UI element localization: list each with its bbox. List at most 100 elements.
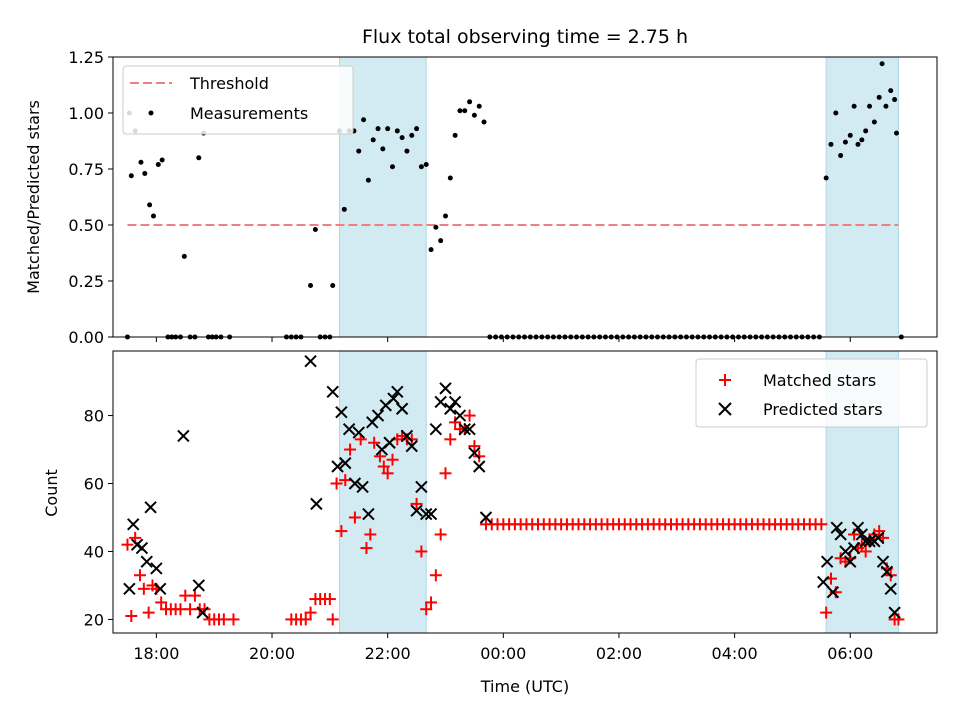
count-y-tick-label: 60: [84, 475, 104, 494]
predicted-stars-point: [127, 518, 140, 531]
ratio-shaded-interval: [825, 56, 899, 338]
measurement-point: [847, 132, 853, 138]
matched-stars-point: [323, 593, 336, 606]
measurement-point: [467, 99, 473, 105]
ratio-shaded-interval: [338, 56, 427, 338]
measurement-point: [894, 130, 900, 136]
predicted-stars-point: [391, 385, 404, 398]
predicted-stars-point: [135, 541, 149, 555]
measurement-point: [863, 128, 869, 134]
predicted-stars-point: [410, 504, 423, 517]
measurement-point: [370, 137, 376, 143]
matched-stars-point: [344, 443, 357, 456]
measurement-point: [409, 132, 415, 138]
matched-stars-point: [348, 511, 361, 524]
predicted-stars-point: [331, 460, 344, 473]
matched-stars-point: [133, 569, 146, 582]
legend-matched-swatch: [719, 374, 731, 386]
predicted-stars-point: [348, 477, 362, 490]
predicted-stars-point: [839, 545, 852, 558]
chart-title: Flux total observing time = 2.75 h: [362, 26, 688, 48]
matched-stars-point: [405, 433, 418, 446]
predicted-stars-point: [463, 422, 476, 436]
ratio-y-axis-label: Matched/Predicted stars: [24, 100, 43, 294]
ratio-panel: 0.00 0.25 0.50 0.75 1.00 1.25 Matched/Predict…: [24, 48, 938, 347]
measurement-point: [418, 164, 424, 170]
measurement-point: [159, 157, 165, 163]
count-y-tick-label: 20: [84, 610, 104, 629]
count-plot-frame: [112, 350, 938, 634]
matched-stars-point: [439, 467, 452, 480]
matched-stars-point: [121, 538, 134, 551]
measurement-point: [423, 162, 429, 168]
predicted-stars-point: [415, 480, 428, 494]
predicted-stars-point: [123, 582, 136, 596]
measurement-point: [138, 159, 144, 165]
measurement-point: [833, 110, 839, 116]
measurement-point: [481, 119, 487, 125]
measurement-point: [855, 141, 861, 147]
predicted-stars-point: [468, 446, 481, 460]
count-y-axis-label: Count: [42, 469, 61, 517]
matched-stars-point: [155, 596, 168, 609]
predicted-stars-point: [405, 439, 418, 453]
count-y-tick-label: 40: [84, 542, 104, 561]
predicted-stars-point: [473, 460, 486, 473]
matched-stars-point: [463, 409, 476, 422]
matched-stars-point: [326, 613, 339, 626]
count-panel: 18:00 20:00 22:00 00:00 02:00 04:00 06:00 20 40…: [42, 350, 938, 696]
predicted-stars-point: [847, 541, 861, 555]
measurement-point: [404, 148, 410, 154]
predicted-stars-point: [863, 535, 876, 548]
measurement-point: [128, 173, 134, 179]
ratio-y-tick-label: 1.25: [68, 48, 104, 67]
x-tick-label: 04:00: [712, 644, 758, 663]
count-legend: Matched stars Predicted stars: [695, 358, 928, 428]
predicted-stars-point: [844, 555, 857, 568]
legend-measurements-swatch: [148, 110, 154, 116]
predicted-stars-point: [144, 501, 157, 514]
predicted-stars-point: [453, 409, 467, 422]
measurement-point: [147, 202, 153, 208]
matched-stars-point: [815, 518, 828, 531]
predicted-stars-point: [830, 521, 843, 534]
predicted-stars-point: [362, 507, 375, 521]
predicted-stars-point: [192, 579, 205, 592]
ratio-y-tick-label: 1.00: [68, 104, 104, 123]
matched-stars-point: [125, 610, 138, 623]
measurement-point: [150, 213, 156, 219]
measurement-point: [867, 103, 873, 109]
matched-stars-point: [859, 545, 872, 558]
measurement-point: [142, 170, 148, 176]
matched-stars-point: [364, 528, 377, 541]
measurement-point: [842, 139, 848, 145]
ratio-legend: Threshold Measurements: [122, 65, 354, 135]
ratio-y-tick-label: 0.00: [68, 328, 104, 347]
matched-stars-point: [468, 440, 481, 453]
x-tick-label: 00:00: [480, 644, 526, 663]
measurement-point: [399, 135, 405, 141]
matched-stars-point: [415, 545, 428, 558]
matched-stars-point: [820, 606, 833, 619]
predicted-stars-point: [872, 531, 885, 545]
legend-threshold-label: Threshold: [189, 74, 269, 93]
predicted-stars-point: [880, 565, 894, 579]
matched-stars-point: [444, 433, 457, 446]
predicted-stars-point: [448, 395, 462, 409]
ratio-y-tick-label: 0.50: [68, 216, 104, 235]
matched-stars-point: [299, 613, 312, 626]
count-shaded-interval: [338, 350, 427, 634]
matched-stars-point: [386, 453, 399, 466]
matched-stars-point: [381, 467, 394, 480]
legend-predicted-swatch: [718, 402, 732, 416]
matched-stars-point: [188, 589, 201, 602]
predicted-stars-point: [439, 382, 452, 395]
measurement-point: [442, 213, 448, 219]
measurement-point: [438, 238, 444, 244]
measurement-point: [196, 155, 202, 161]
matched-stars-point: [377, 460, 390, 473]
predicted-stars-point: [342, 422, 356, 436]
measurement-point: [823, 175, 829, 181]
predicted-stars-point: [154, 582, 167, 596]
predicted-stars-point: [458, 422, 471, 436]
